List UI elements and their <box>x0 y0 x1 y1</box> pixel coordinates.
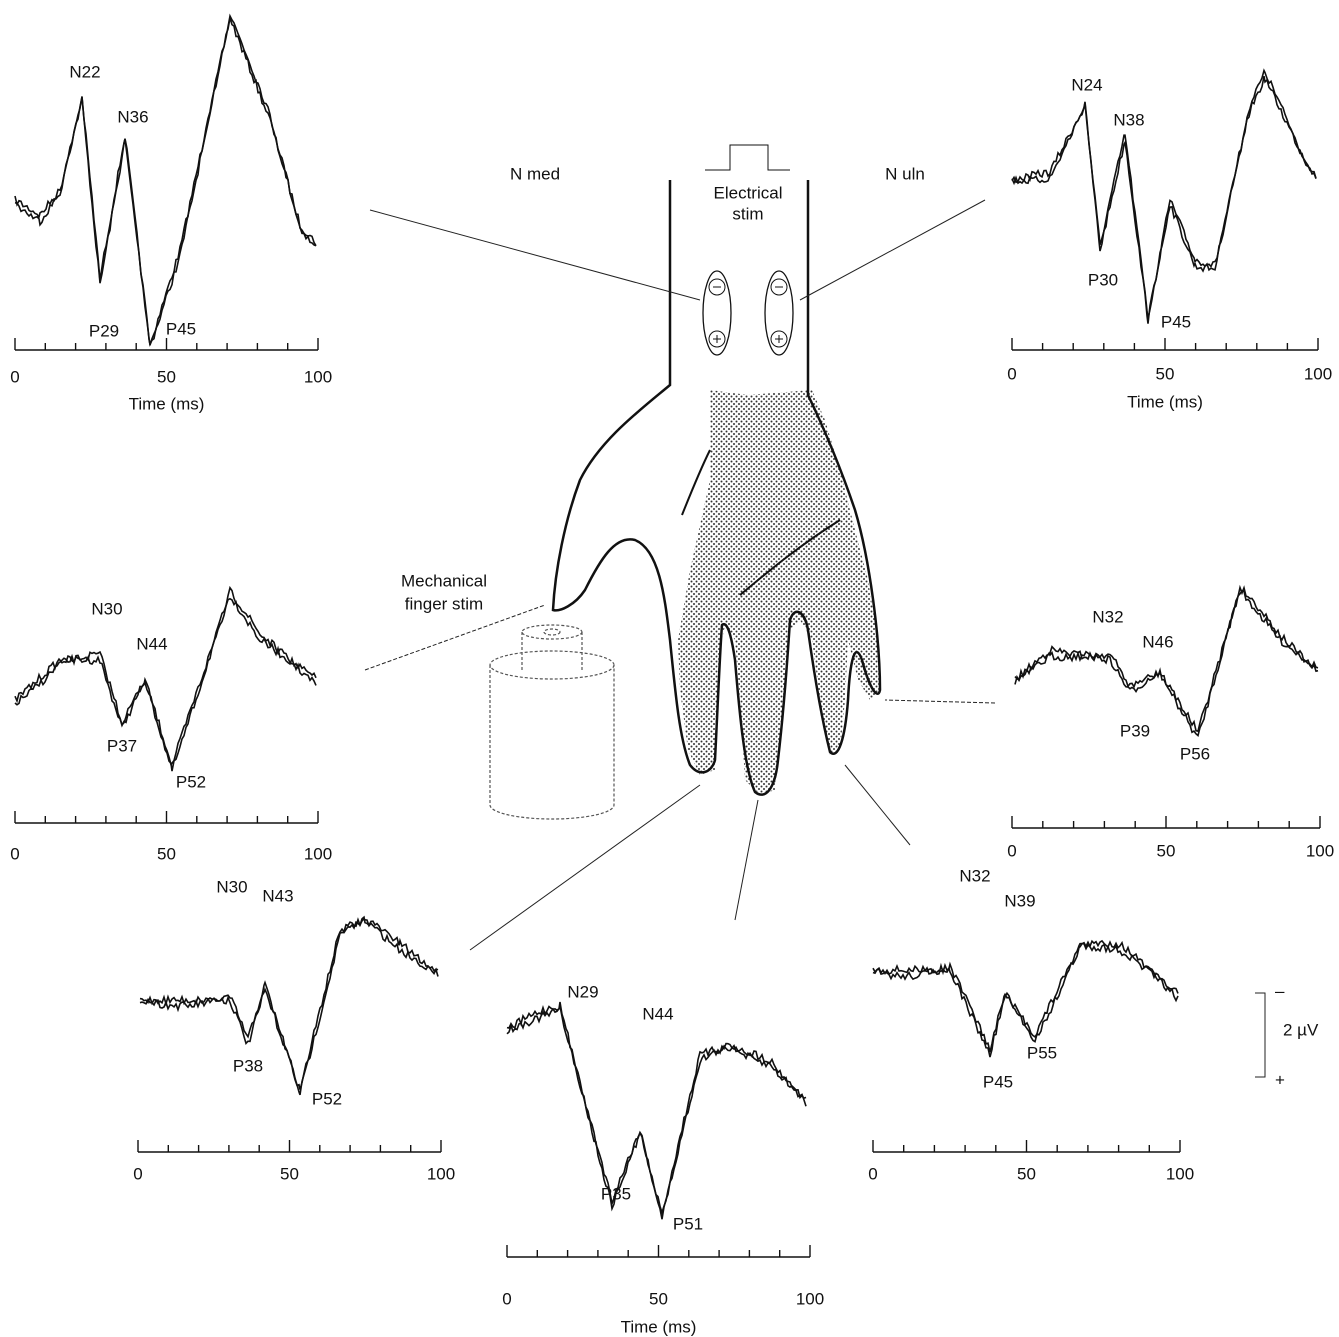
trace <box>1015 588 1318 736</box>
peak-label: P45 <box>166 319 196 338</box>
label: stim <box>732 204 763 223</box>
trace <box>15 588 316 771</box>
tick-label: 100 <box>304 367 332 386</box>
tick-label: 50 <box>1157 841 1176 860</box>
peak-label: P38 <box>233 1056 263 1075</box>
peak-label: N46 <box>1142 632 1173 651</box>
peak-label: N30 <box>216 877 247 896</box>
peak-label: N44 <box>136 634 167 653</box>
peak-label: P45 <box>983 1072 1013 1091</box>
tick-label: 100 <box>1306 841 1334 860</box>
peak-label: P55 <box>1027 1043 1057 1062</box>
tick-label: 0 <box>1007 841 1016 860</box>
trace <box>15 599 316 765</box>
stimulator <box>490 625 614 819</box>
peak-label: N24 <box>1071 75 1102 94</box>
trace <box>507 1002 806 1213</box>
peak-label: N32 <box>1092 607 1123 626</box>
label: N med <box>510 164 560 183</box>
trace <box>140 917 438 1095</box>
trace <box>873 941 1178 1052</box>
peak-label: N44 <box>642 1004 673 1023</box>
hand <box>553 145 880 795</box>
tick-label: 0 <box>10 844 19 863</box>
peak-label: N30 <box>91 599 122 618</box>
peak-label: P39 <box>1120 721 1150 740</box>
peak-label: P45 <box>1161 312 1191 331</box>
tick-label: 0 <box>10 367 19 386</box>
trace <box>873 944 1178 1058</box>
peak-label: N36 <box>117 107 148 126</box>
tick-label: 50 <box>1156 364 1175 383</box>
tick-label: 100 <box>1166 1164 1194 1183</box>
tick-label: 0 <box>502 1289 511 1308</box>
peak-label: P56 <box>1180 744 1210 763</box>
trace <box>1012 71 1316 319</box>
label: N uln <box>885 164 925 183</box>
peak-label: N38 <box>1113 110 1144 129</box>
axis-label: Time (ms) <box>129 394 205 413</box>
scale-label: 2 µV <box>1283 1020 1319 1039</box>
tick-label: 0 <box>868 1164 877 1183</box>
tick-label: 50 <box>280 1164 299 1183</box>
label: finger stim <box>405 594 483 613</box>
scale-label: + <box>1275 1070 1285 1089</box>
trace <box>1012 76 1316 323</box>
peak-label: P52 <box>176 772 206 791</box>
tick-label: 0 <box>133 1164 142 1183</box>
label: Electrical <box>714 183 783 202</box>
tick-label: 0 <box>1007 364 1016 383</box>
tick-label: 100 <box>304 844 332 863</box>
tick-label: 50 <box>157 844 176 863</box>
peak-label: P29 <box>89 321 119 340</box>
peak-label: N43 <box>262 886 293 905</box>
axis-label: Time (ms) <box>1127 392 1203 411</box>
scale-label: – <box>1275 981 1285 1000</box>
label: Mechanical <box>401 571 487 590</box>
tick-label: 100 <box>796 1289 824 1308</box>
peak-label: N22 <box>69 62 100 81</box>
peak-label: N29 <box>567 982 598 1001</box>
figure: N med N uln Electrical stim Mechanical f… <box>0 0 1339 1337</box>
peak-label: N32 <box>959 866 990 885</box>
tick-label: 100 <box>1304 364 1332 383</box>
trace <box>15 16 316 344</box>
axis-label: Time (ms) <box>621 1317 697 1336</box>
peak-label: P51 <box>673 1214 703 1233</box>
tick-label: 50 <box>1017 1164 1036 1183</box>
tick-label: 100 <box>427 1164 455 1183</box>
peak-label: P37 <box>107 736 137 755</box>
trace <box>507 1006 806 1219</box>
peak-label: P30 <box>1088 270 1118 289</box>
tick-label: 50 <box>157 367 176 386</box>
tick-label: 50 <box>649 1289 668 1308</box>
peak-label: N39 <box>1004 891 1035 910</box>
peak-label: P52 <box>312 1089 342 1108</box>
